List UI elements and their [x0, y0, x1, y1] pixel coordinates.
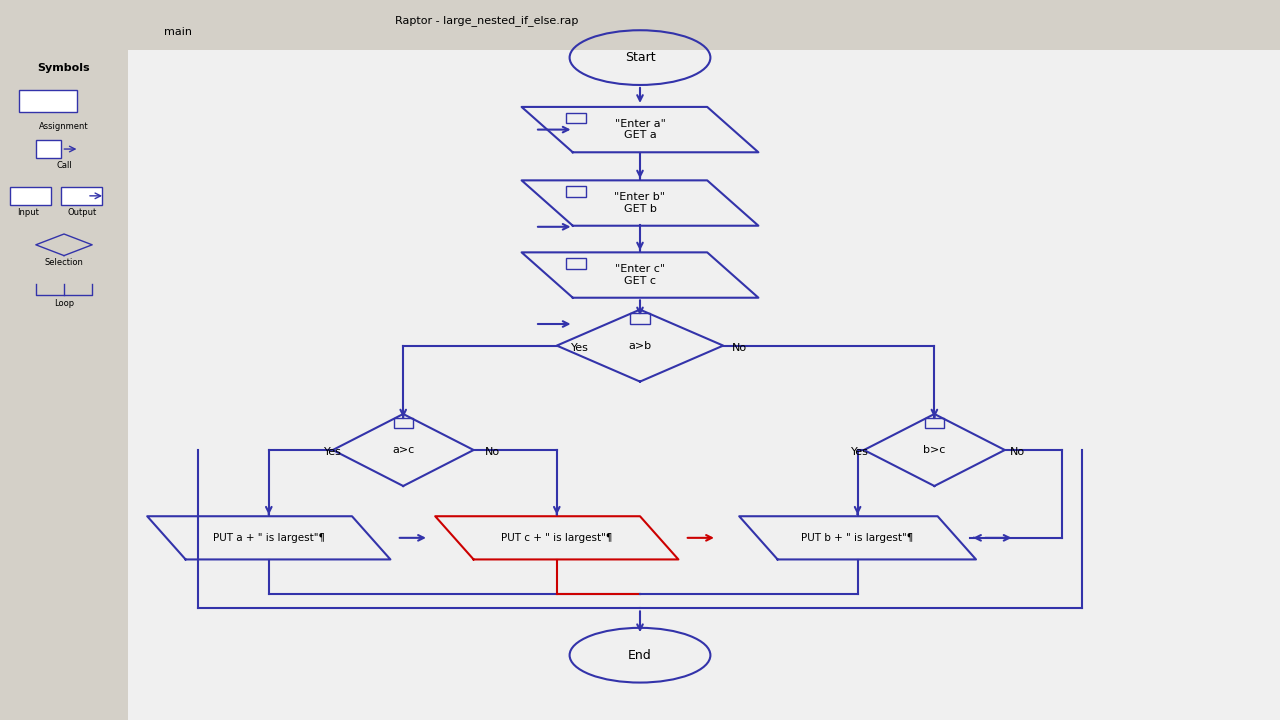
Text: a>c: a>c	[392, 445, 415, 455]
Text: a>b: a>b	[628, 341, 652, 351]
Text: Input: Input	[17, 208, 40, 217]
FancyBboxPatch shape	[19, 90, 77, 112]
Text: End: End	[628, 649, 652, 662]
Text: No: No	[732, 343, 748, 353]
FancyBboxPatch shape	[36, 140, 61, 158]
Text: Raptor - large_nested_if_else.rap: Raptor - large_nested_if_else.rap	[394, 14, 579, 26]
Bar	[566, 113, 586, 124]
Text: Yes: Yes	[851, 447, 869, 457]
Text: Start: Start	[625, 51, 655, 64]
Text: Output: Output	[68, 208, 96, 217]
FancyBboxPatch shape	[61, 187, 102, 205]
Bar	[566, 258, 586, 269]
Text: "Enter b"
GET b: "Enter b" GET b	[614, 192, 666, 214]
Text: PUT b + " is largest"¶: PUT b + " is largest"¶	[801, 533, 914, 543]
Text: PUT c + " is largest"¶: PUT c + " is largest"¶	[500, 533, 613, 543]
Text: b>c: b>c	[923, 445, 946, 455]
Text: main: main	[164, 27, 192, 37]
Text: Assignment: Assignment	[40, 122, 88, 130]
Text: Symbols: Symbols	[37, 63, 91, 73]
Bar	[566, 186, 586, 197]
Text: Selection: Selection	[45, 258, 83, 267]
Bar	[630, 313, 649, 324]
Text: "Enter c"
GET c: "Enter c" GET c	[614, 264, 666, 286]
Text: No: No	[1010, 447, 1025, 457]
Bar	[925, 418, 945, 428]
FancyBboxPatch shape	[10, 187, 51, 205]
Text: "Enter a"
GET a: "Enter a" GET a	[614, 119, 666, 140]
FancyBboxPatch shape	[0, 0, 128, 720]
Text: Yes: Yes	[324, 447, 342, 457]
Text: Call: Call	[56, 161, 72, 170]
Bar	[394, 418, 413, 428]
Text: Yes: Yes	[571, 343, 589, 353]
FancyBboxPatch shape	[0, 0, 1280, 50]
Text: No: No	[485, 447, 500, 457]
Text: PUT a + " is largest"¶: PUT a + " is largest"¶	[212, 533, 325, 543]
Text: Loop: Loop	[54, 300, 74, 308]
